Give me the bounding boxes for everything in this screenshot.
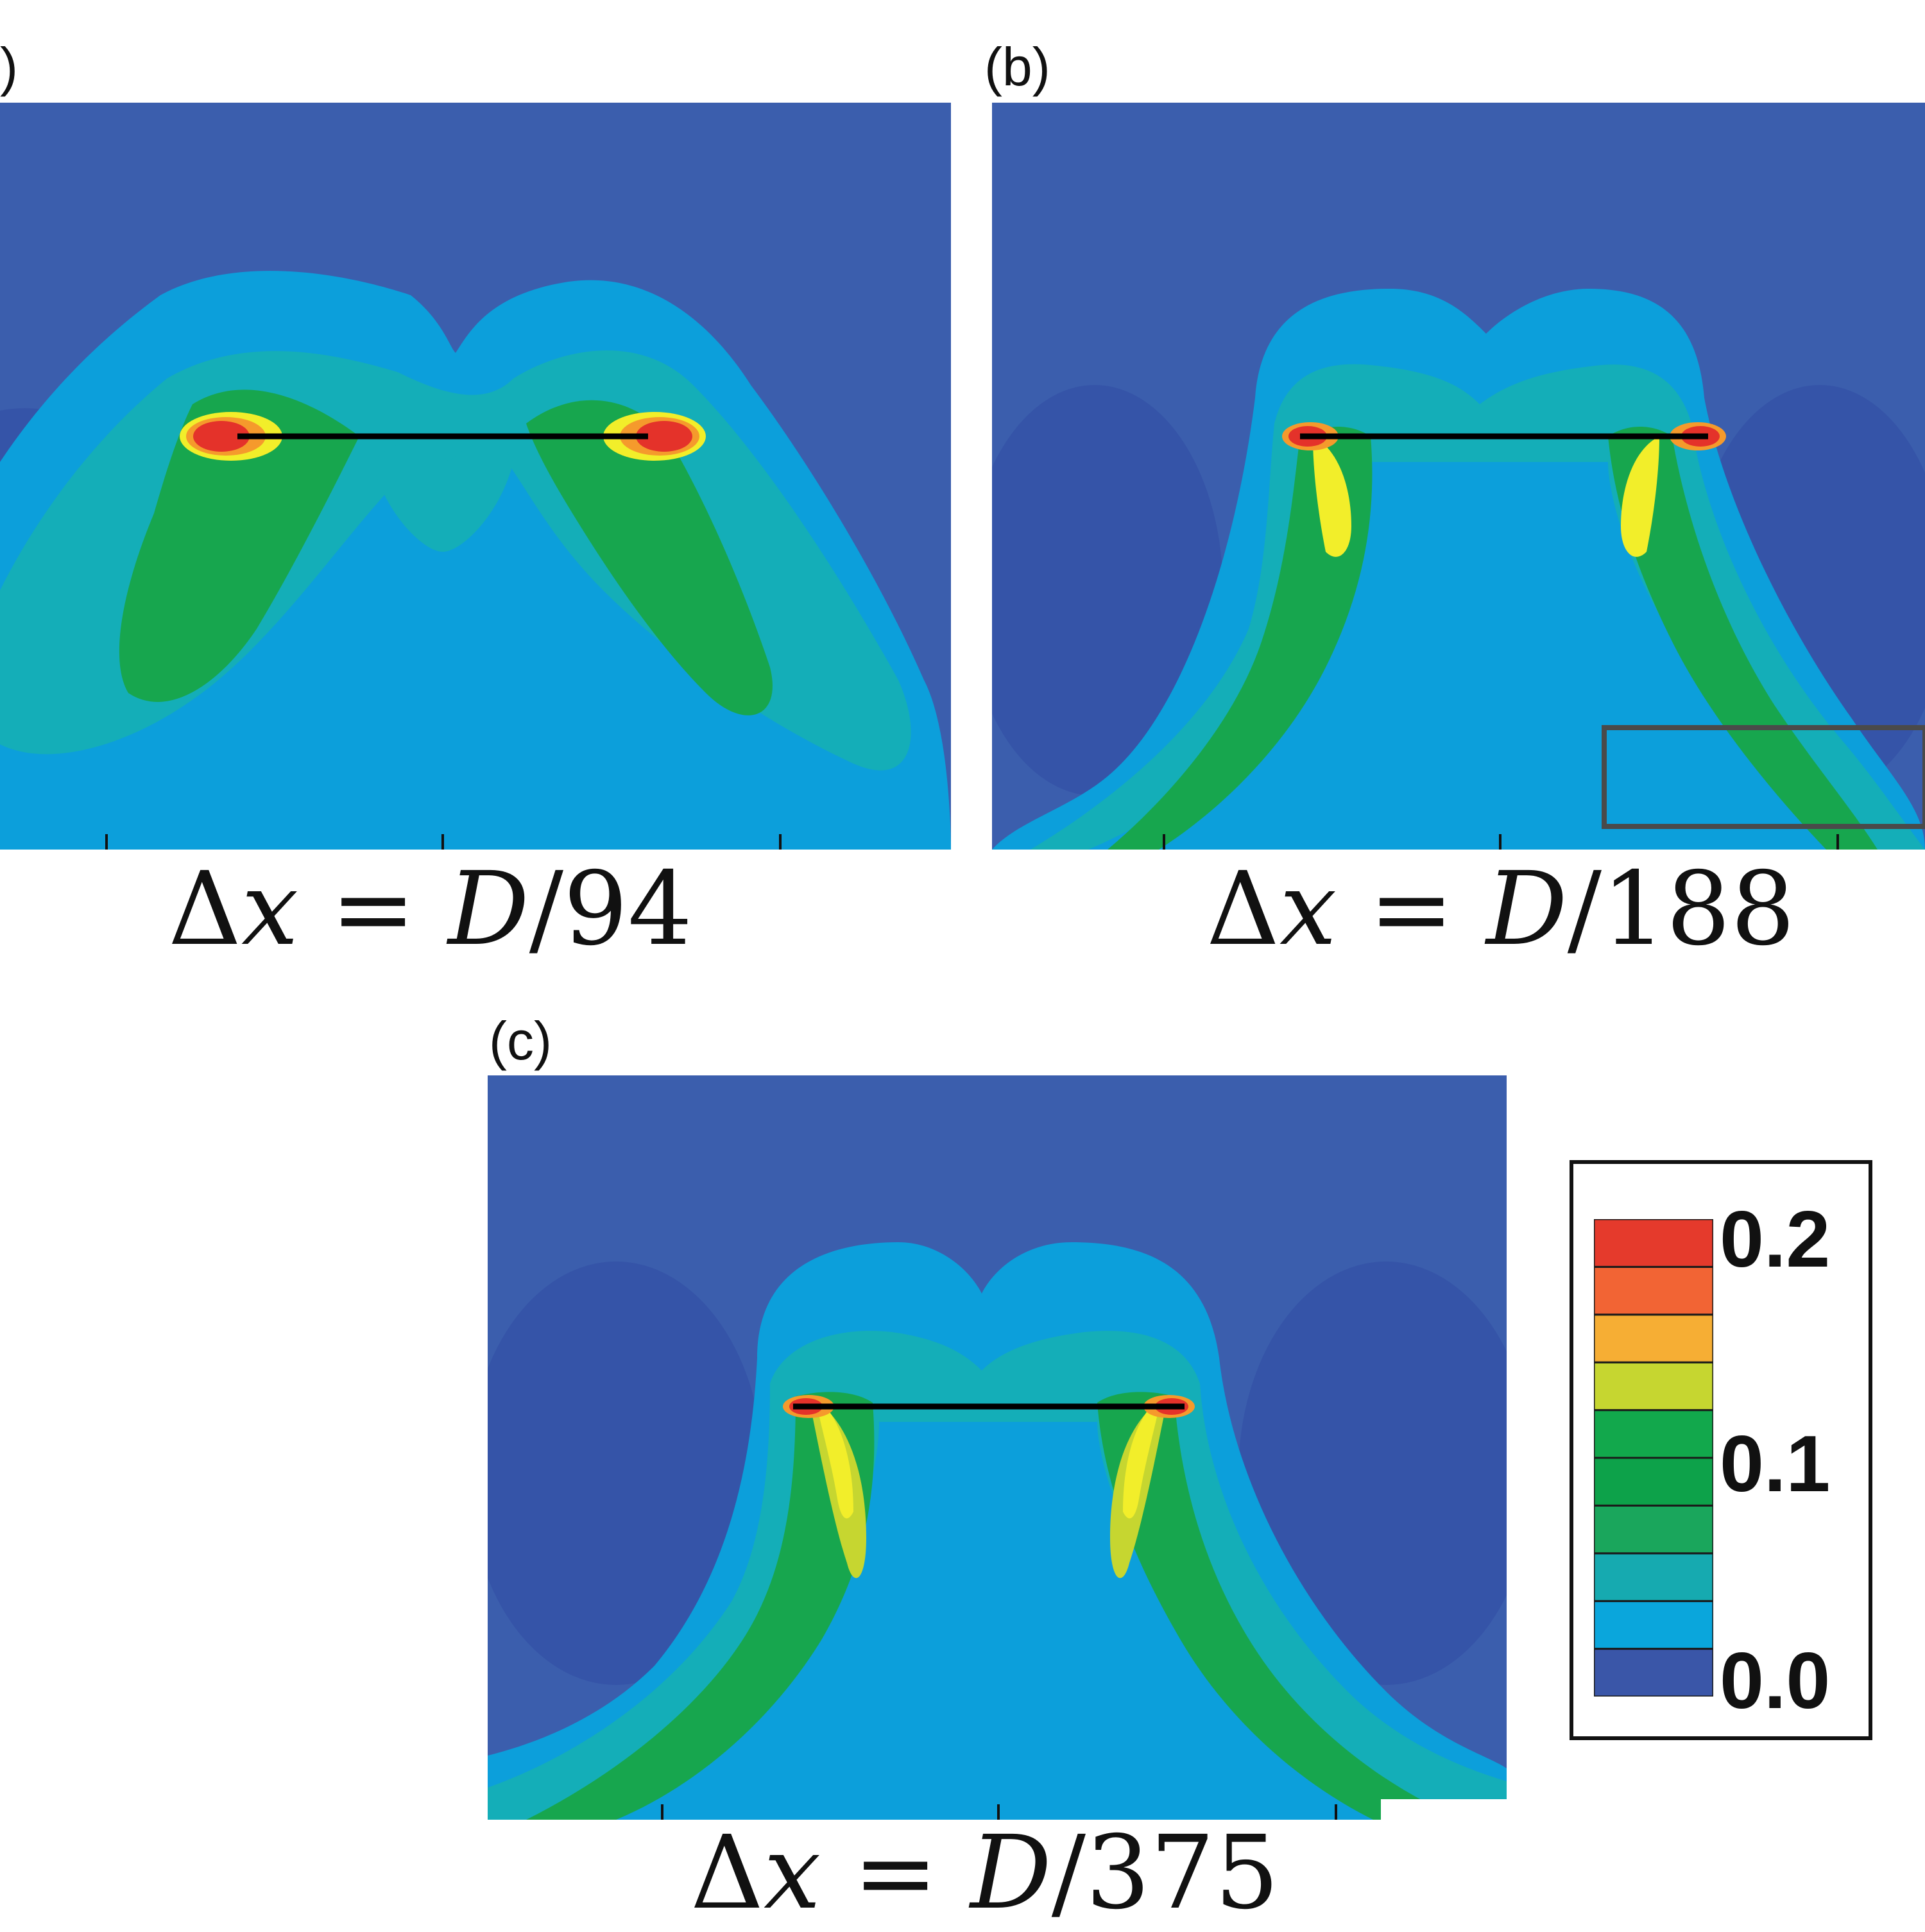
panel-c-label: (c): [489, 1011, 552, 1071]
streak-right: [1621, 436, 1659, 557]
colorbar-label-min: 0.0: [1720, 1637, 1831, 1725]
plume-green-right: [1608, 427, 1878, 850]
colorbar-swatch: [1594, 1457, 1713, 1507]
panel-b-label: (b): [984, 37, 1050, 97]
colorbar-swatch: [1594, 1409, 1713, 1459]
colorbar-swatch: [1594, 1504, 1713, 1555]
recirc-left: [992, 385, 1223, 796]
colorbar-label-mid: 0.1: [1720, 1420, 1831, 1509]
panel-c-contour-plot: [488, 1075, 1507, 1820]
bottom-notch: [1381, 1799, 1507, 1820]
inset-frame: [1602, 725, 1925, 829]
recirc-right: [1238, 1261, 1507, 1685]
panel-b-caption: Δx = D/188: [1206, 850, 1795, 968]
plume-green-right: [1097, 1392, 1463, 1820]
streak-right-core: [1123, 1396, 1161, 1519]
streak-left-core: [815, 1396, 853, 1519]
panel-b-contour-plot: [992, 103, 1925, 850]
panel-c-caption: Δx = D/375: [690, 1814, 1279, 1932]
colorbar-swatch: [1594, 1648, 1713, 1697]
colorbar-label-max: 0.2: [1720, 1195, 1831, 1284]
colorbar: [1594, 1219, 1713, 1697]
colorbar-swatch: [1594, 1552, 1713, 1602]
colorbar-swatch: [1594, 1361, 1713, 1412]
panel-a-caption: Δx = D/94: [168, 850, 693, 968]
colorbar-swatch: [1594, 1265, 1713, 1316]
center-wedge: [372, 443, 513, 552]
panel-a-contour-plot: [0, 103, 951, 850]
panel-a-label: ): [0, 37, 18, 97]
tip-left-red: [193, 421, 250, 452]
colorbar-swatch: [1594, 1219, 1713, 1268]
plume-green-left: [119, 389, 359, 702]
colorbar-swatch: [1594, 1600, 1713, 1650]
streak-left: [1313, 436, 1351, 557]
tip-right-red: [636, 421, 692, 452]
plume-green-left: [1108, 427, 1373, 850]
colorbar-swatch: [1594, 1313, 1713, 1364]
plume-green-right: [526, 400, 773, 715]
recirc-left: [488, 1261, 764, 1685]
